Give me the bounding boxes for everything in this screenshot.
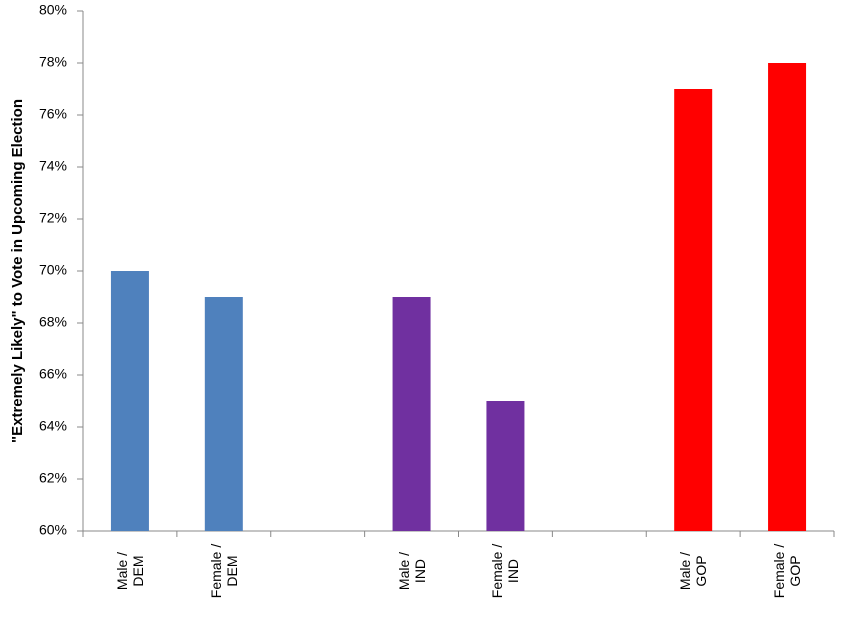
y-tick-label: 66% <box>39 366 67 382</box>
y-tick-label: 74% <box>39 158 67 174</box>
bar <box>110 271 149 531</box>
x-tick-label: Female / GOP <box>765 542 809 626</box>
bar <box>392 297 431 531</box>
y-tick-label: 68% <box>39 314 67 330</box>
bar <box>204 297 243 531</box>
bar <box>674 89 713 531</box>
y-axis-label: "Extremely Likely" to Vote in Upcoming E… <box>9 99 26 443</box>
bar <box>768 63 807 531</box>
x-tick-text: Male / DEM <box>113 551 146 591</box>
x-tick-label: Male / IND <box>390 542 434 626</box>
x-tick-label: Male / DEM <box>108 542 152 626</box>
y-tick-label: 72% <box>39 210 67 226</box>
y-tick-label: 78% <box>39 54 67 70</box>
y-tick-label: 60% <box>39 522 67 538</box>
x-tick-text: Female / GOP <box>771 543 804 599</box>
x-tick-text: Female / IND <box>489 543 522 599</box>
y-tick-label: 76% <box>39 106 67 122</box>
y-tick-label: 62% <box>39 470 67 486</box>
x-tick-label: Female / DEM <box>202 542 246 626</box>
x-tick-text: Female / DEM <box>207 543 240 599</box>
x-tick-text: Male / IND <box>395 551 428 591</box>
x-tick-text: Male / GOP <box>677 551 710 591</box>
y-tick-label: 64% <box>39 418 67 434</box>
x-tick-label: Female / IND <box>483 542 527 626</box>
y-tick-label: 70% <box>39 262 67 278</box>
bar <box>486 401 525 531</box>
x-tick-label: Male / GOP <box>671 542 715 626</box>
y-tick-label: 80% <box>39 2 67 18</box>
